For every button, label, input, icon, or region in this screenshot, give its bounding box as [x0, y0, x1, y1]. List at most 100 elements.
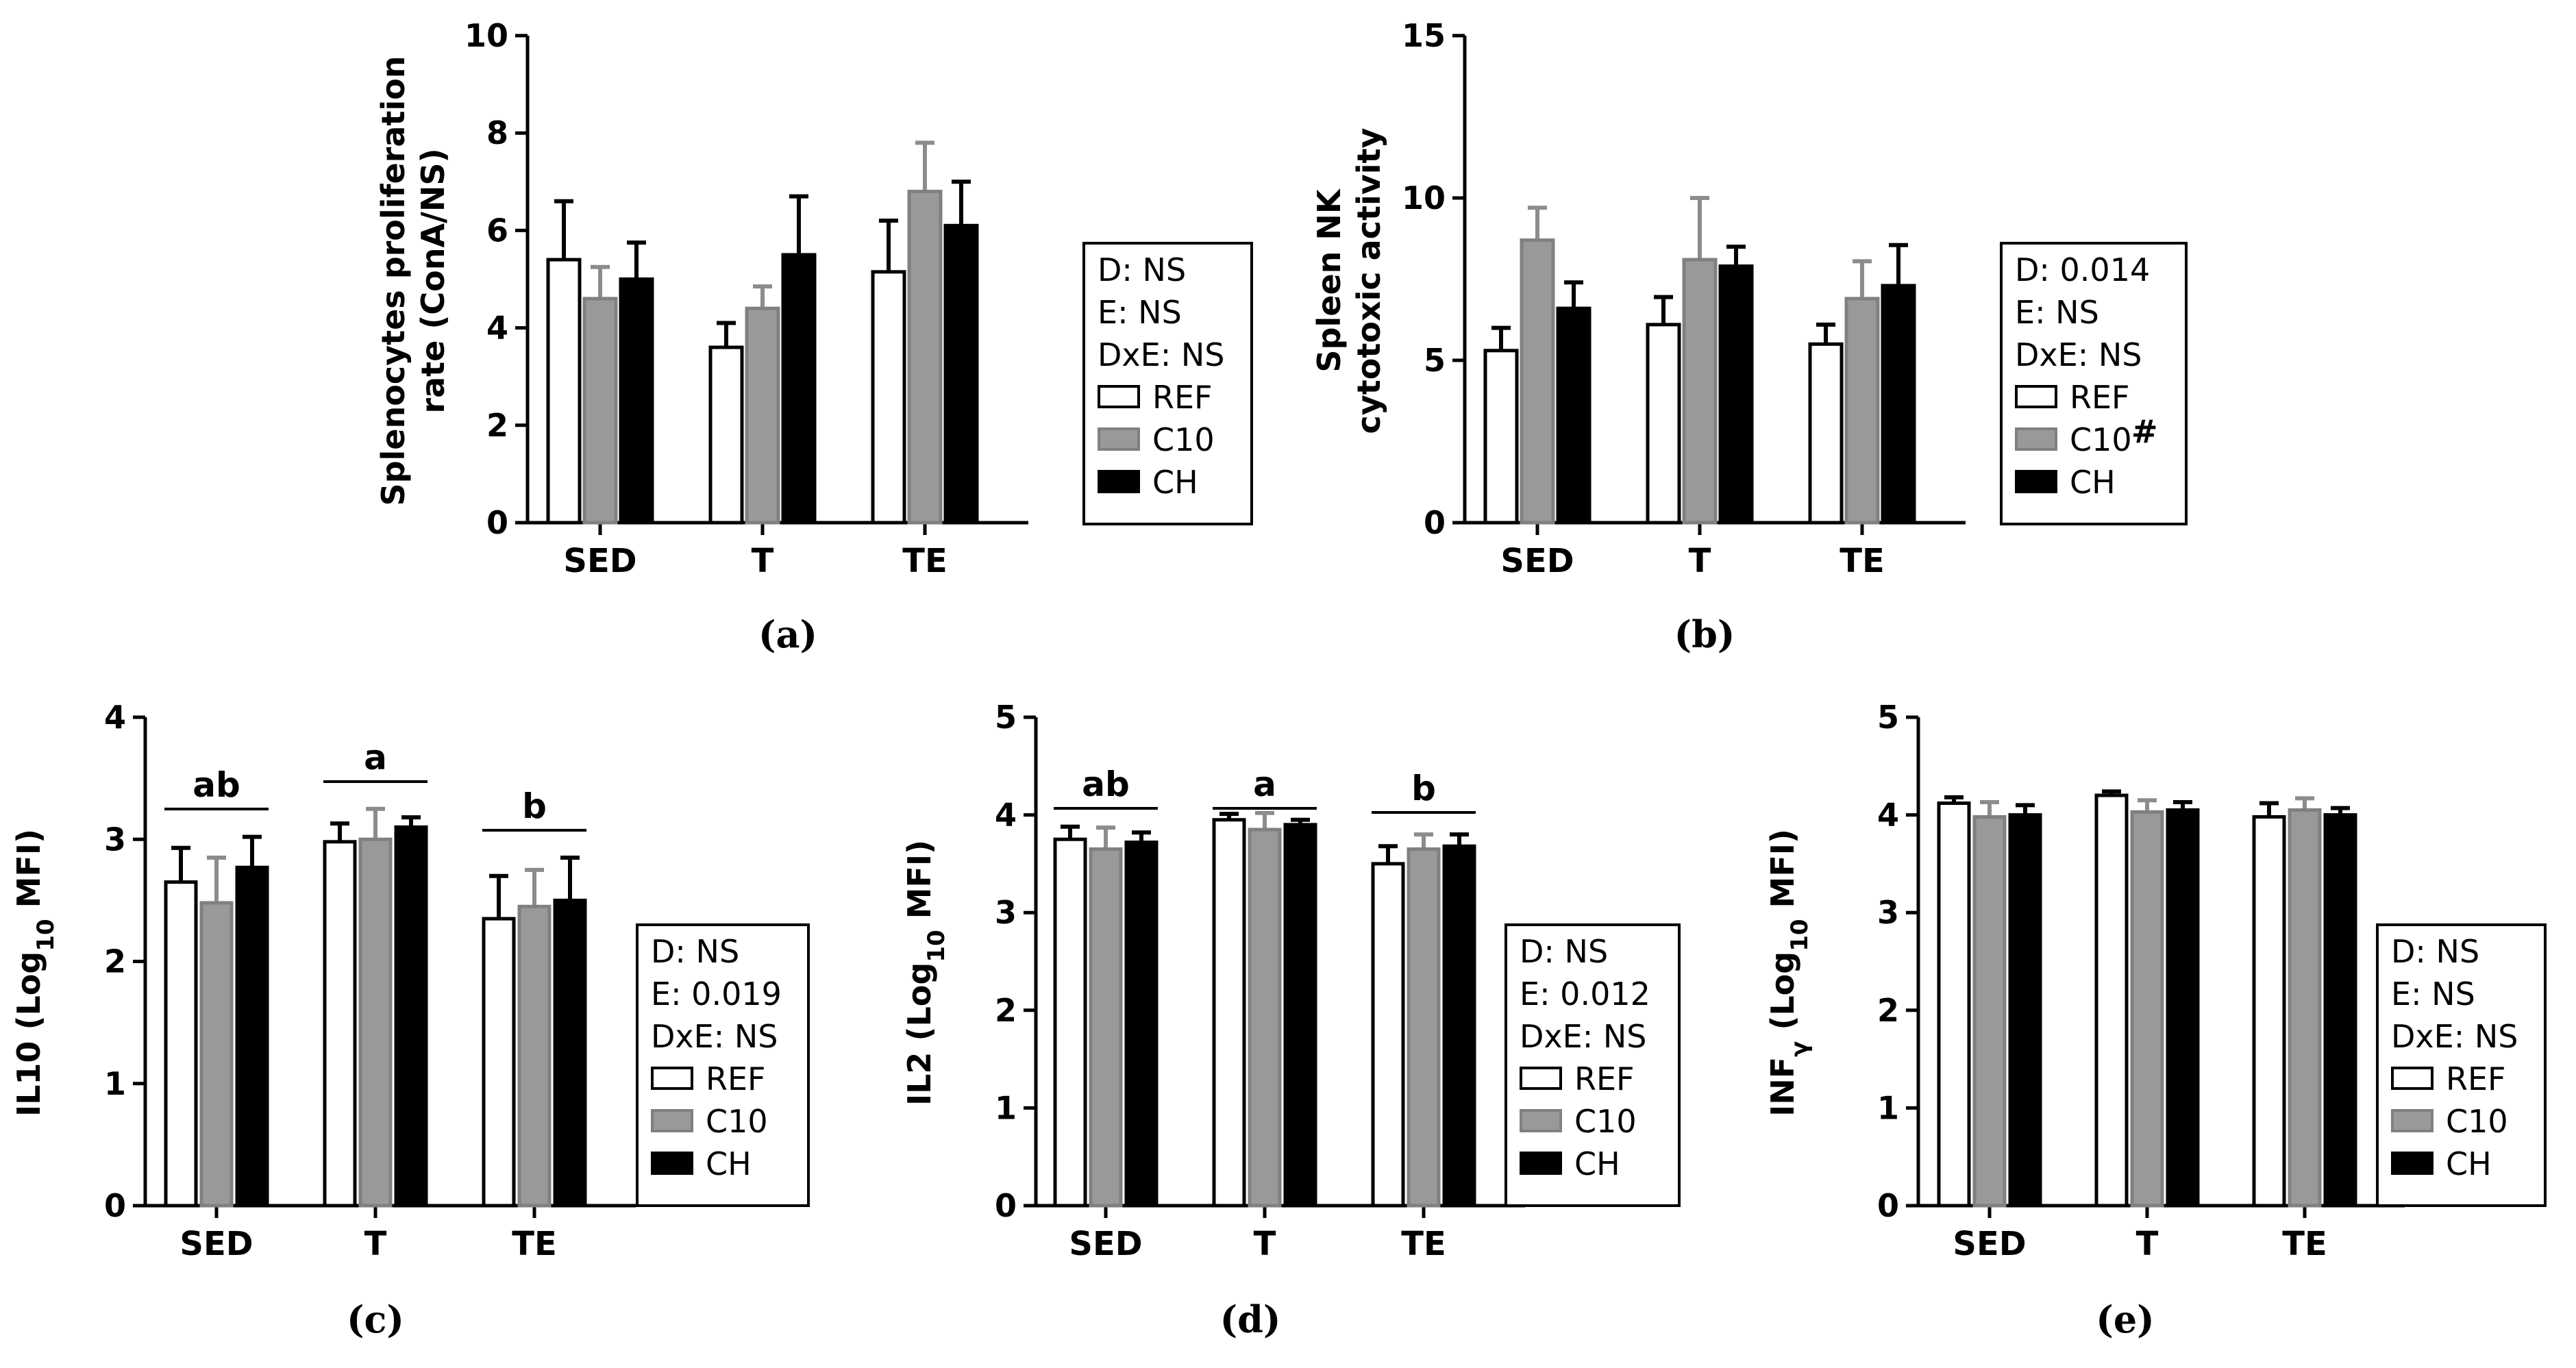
legend-swatch-ch: [2391, 1152, 2433, 1175]
legend-box: D: 0.014 E: NS DxE: NS REF C10 # CH: [2000, 242, 2188, 525]
panel-label: (a): [758, 612, 817, 656]
panel-label: (d): [1220, 1297, 1281, 1341]
y-tick-label: 4: [995, 797, 1017, 834]
stats-line: DxE: NS: [1520, 1018, 1646, 1055]
x-tick-label: T: [364, 1225, 387, 1263]
y-axis-title-part: MFI): [901, 840, 938, 930]
y-axis-title: Splenocytes proliferation: [375, 55, 412, 506]
bar-c10-sed: [582, 297, 618, 525]
y-tick-label: 10: [465, 17, 508, 54]
legend-swatch-c10: [1098, 427, 1140, 451]
legend-swatch-ch: [2015, 470, 2057, 493]
y-axis-title-part: MFI): [1764, 829, 1801, 919]
legend-label-ref: REF: [2070, 379, 2130, 416]
legend-label-ch: CH: [706, 1145, 752, 1182]
legend-label-ref: REF: [706, 1060, 766, 1097]
bar-c10-sed: [1089, 847, 1123, 1208]
legend-label-c10: C10: [2446, 1103, 2508, 1140]
x-tick-label: SED: [1069, 1225, 1142, 1263]
y-axis-title: IL10 (Log10 MFI): [10, 829, 60, 1117]
bar-ref-sed: [1053, 837, 1087, 1208]
x-tick-label: TE: [512, 1225, 557, 1263]
y-axis-title-part: INF: [1764, 1057, 1801, 1117]
y-tick-label: 3: [1877, 894, 1899, 931]
stats-line: DxE: NS: [1098, 336, 1224, 373]
y-tick-label: 2: [104, 943, 126, 980]
bar-ref-t: [323, 840, 357, 1208]
x-tick-label: TE: [1840, 542, 1885, 580]
y-axis-title-part: IL2 (Log: [901, 962, 938, 1106]
legend-swatch-ch: [1520, 1152, 1562, 1175]
bar-ref-t: [1646, 323, 1681, 525]
legend-box: D: NS E: NS DxE: NS REF C10 CH: [2376, 923, 2547, 1207]
y-axis-title-part: 10: [923, 930, 950, 962]
significance-letter: a: [1253, 764, 1276, 804]
bar-c10-te: [1844, 297, 1880, 525]
significance-letter: ab: [193, 765, 240, 805]
legend-swatch-c10: [651, 1109, 693, 1132]
y-axis-title: cytotoxic activity: [1350, 128, 1387, 434]
legend-label-ch: CH: [2070, 464, 2116, 501]
x-tick-label: SED: [179, 1225, 253, 1263]
x-tick-label: T: [1254, 1225, 1276, 1263]
legend-label-ch: CH: [1152, 464, 1198, 501]
x-tick-label: SED: [563, 542, 636, 580]
panel-label: (e): [2096, 1297, 2154, 1341]
bar-c10-t: [1248, 828, 1282, 1208]
significance-letter: ab: [1082, 764, 1130, 804]
significance-letter: b: [522, 786, 547, 826]
y-tick-label: 2: [486, 407, 508, 444]
bar-ch-te: [1442, 844, 1476, 1208]
bar-ch-t: [394, 825, 428, 1208]
legend-label-c10: C10: [706, 1103, 768, 1140]
stats-line: D: NS: [651, 933, 739, 970]
y-tick-label: 6: [486, 212, 508, 249]
panel-label: (b): [1674, 612, 1735, 656]
stats-line: DxE: NS: [2391, 1018, 2518, 1055]
bar-ref-te: [482, 917, 516, 1208]
y-tick-label: 5: [995, 699, 1017, 736]
y-axis-title-part: MFI): [10, 829, 47, 919]
bar-ref-t: [1212, 818, 1246, 1208]
y-tick-label: 0: [995, 1187, 1017, 1224]
x-tick-label: T: [1689, 542, 1711, 580]
panel-label: (c): [347, 1297, 404, 1341]
y-tick-label: 1: [1877, 1089, 1899, 1126]
legend-swatch-ref: [2391, 1067, 2433, 1090]
y-axis-title: INFγ (Log10 MFI): [1764, 829, 1813, 1117]
y-tick-label: 0: [1424, 504, 1446, 541]
legend-border: [2376, 923, 2547, 1207]
bar-ch-te: [1881, 284, 1916, 525]
y-tick-label: 3: [104, 821, 126, 858]
bar-ch-t: [1718, 264, 1754, 525]
chart-panel-c: 0 1 2 3 4 SED ab Ta TE b IL10 (Log10 MFI) (c) D: NS E…: [10, 699, 810, 1341]
bar-c10-sed: [1520, 238, 1555, 525]
bar-c10-te: [2288, 808, 2322, 1208]
legend-label-c10: C10: [2070, 421, 2132, 458]
x-tick-label: T: [752, 542, 774, 580]
legend-swatch-c10: [1520, 1109, 1562, 1132]
bar-ch-t: [781, 253, 817, 525]
bar-ref-sed: [546, 258, 582, 525]
y-tick-label: 0: [486, 504, 508, 541]
bar-c10-t: [358, 837, 393, 1208]
y-axis-title: rate (ConA/NS): [414, 148, 451, 413]
bar-c10-sed: [1972, 814, 2007, 1208]
x-tick-label: T: [2136, 1225, 2159, 1263]
y-tick-label: 4: [104, 699, 126, 736]
y-tick-label: 2: [995, 992, 1017, 1029]
significance-letter: a: [364, 738, 387, 778]
y-tick-label: 8: [486, 114, 508, 151]
bar-ch-te: [553, 898, 587, 1208]
bar-ch-sed: [1124, 841, 1159, 1208]
y-tick-label: 10: [1402, 179, 1446, 216]
significance-hash-mark: #: [2131, 413, 2158, 450]
bar-ch-sed: [2008, 813, 2042, 1208]
chart-panel-e: 0 1 2 3 4 5 SED T TE INFγ (Log10 MFI) (e) D: NS E: N…: [1764, 699, 2547, 1341]
y-tick-label: 5: [1424, 342, 1446, 379]
legend-label-c10: C10: [1574, 1103, 1637, 1140]
significance-letter: b: [1411, 769, 1436, 808]
y-tick-label: 1: [104, 1065, 126, 1102]
legend-swatch-c10: [2015, 427, 2057, 451]
